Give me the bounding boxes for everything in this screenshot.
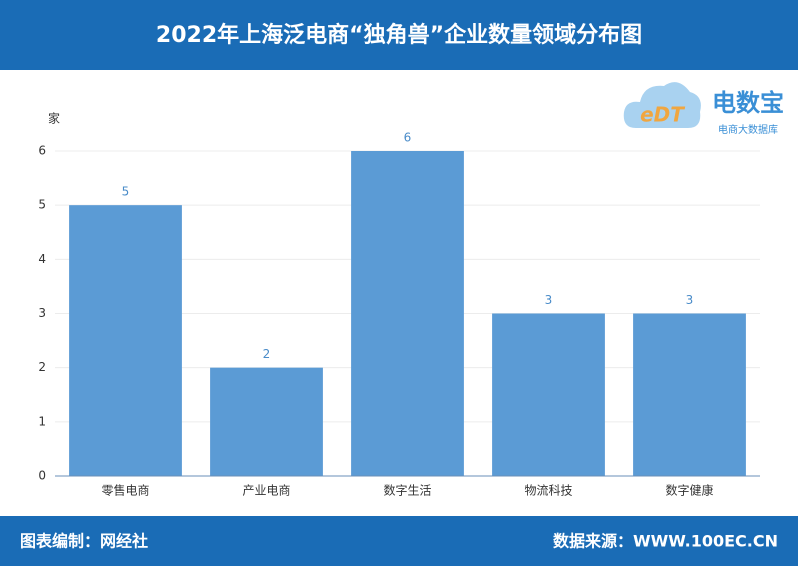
bar xyxy=(210,367,323,476)
x-tick-label: 物流科技 xyxy=(524,484,572,498)
bar xyxy=(633,313,746,476)
y-tick-label: 1 xyxy=(38,414,46,428)
logo-mark: eDT xyxy=(640,103,685,127)
footer-left: 图表编制：网经社 xyxy=(20,532,148,551)
header-band xyxy=(0,0,798,70)
bar xyxy=(351,151,464,476)
bar xyxy=(69,205,182,476)
y-tick-label: 0 xyxy=(38,469,46,483)
chart-title: 2022年上海泛电商“独角兽”企业数量领域分布图 xyxy=(156,22,642,48)
y-axis-label: 家 xyxy=(48,111,60,126)
bar xyxy=(492,313,605,476)
logo-cloud xyxy=(623,82,701,128)
x-tick-label: 产业电商 xyxy=(242,483,290,498)
value-label: 3 xyxy=(545,293,553,307)
value-label: 3 xyxy=(686,293,694,307)
y-tick-label: 4 xyxy=(38,252,46,266)
value-label: 6 xyxy=(404,131,412,145)
y-tick-label: 5 xyxy=(38,198,46,212)
value-label: 5 xyxy=(122,185,130,199)
footer-band xyxy=(0,516,798,566)
y-tick-label: 3 xyxy=(38,306,46,320)
footer-right: 数据来源：WWW.100EC.CN xyxy=(553,532,778,551)
value-label: 2 xyxy=(263,347,271,361)
y-tick-label: 2 xyxy=(38,360,46,374)
x-tick-label: 零售电商 xyxy=(101,483,149,498)
logo-tagline: 电商大数据库 xyxy=(718,123,778,136)
x-tick-label: 数字健康 xyxy=(665,483,713,498)
logo: eDT 电数宝 电商大数据库 xyxy=(623,82,784,136)
logo-name: 电数宝 xyxy=(712,89,784,117)
y-tick-label: 6 xyxy=(38,144,46,158)
x-tick-label: 数字生活 xyxy=(383,483,431,498)
